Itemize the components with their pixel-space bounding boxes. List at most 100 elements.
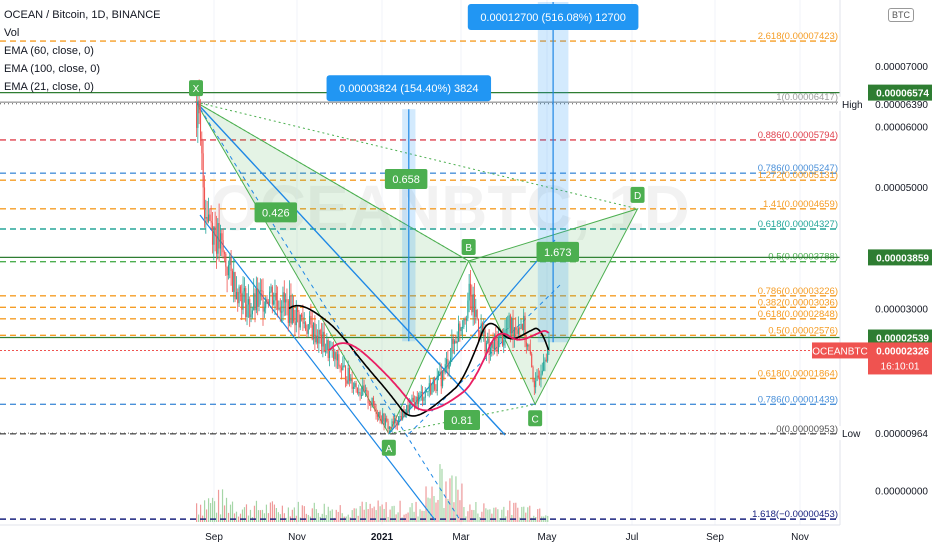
candle-body <box>255 288 257 311</box>
volume-bar <box>419 509 421 522</box>
volume-bar <box>339 505 341 522</box>
candle-body <box>286 299 288 301</box>
volume-bar <box>213 501 216 522</box>
measure-label: 0.00012700 (516.08%) 12700 <box>480 12 626 24</box>
chart-legend: OCEAN / Bitcoin, 1D, BINANCE Vol EMA (60… <box>4 6 161 96</box>
volume-bar <box>485 508 487 522</box>
candle-body <box>287 300 289 323</box>
legend-symbol[interactable]: OCEAN / Bitcoin, 1D, BINANCE <box>4 9 161 21</box>
volume-bar <box>337 511 339 522</box>
candle-body <box>217 223 219 254</box>
volume-bar <box>245 504 248 522</box>
candle-body <box>291 307 293 324</box>
candle-body <box>423 397 425 401</box>
volume-bar <box>451 475 453 522</box>
candle-body <box>422 392 424 401</box>
volume-bar <box>513 502 515 522</box>
legend-ema-21[interactable]: EMA (21, close, 0) <box>4 81 94 93</box>
volume-bar <box>265 504 268 522</box>
volume-bar <box>311 508 313 522</box>
candles <box>196 79 550 434</box>
volume-bar <box>413 511 415 522</box>
volume-bar <box>269 502 272 522</box>
candle-body <box>283 292 285 303</box>
candle-body <box>545 359 547 361</box>
volume-bar <box>317 512 319 522</box>
pattern-point-c-bg <box>528 410 543 427</box>
candle-body <box>537 375 539 378</box>
candle-body <box>344 365 347 381</box>
candle-body <box>420 392 422 394</box>
candle-body <box>440 371 442 387</box>
candle-body <box>442 371 444 387</box>
candle-body <box>406 405 408 414</box>
candle-body <box>222 240 224 253</box>
volume-bar <box>481 511 483 522</box>
candle-body <box>430 383 432 395</box>
candle-body <box>360 395 363 397</box>
y-tick-label: 0.00000000 <box>875 487 928 498</box>
volume-bar <box>229 504 232 522</box>
volume-bar <box>399 500 401 522</box>
ratio-label-bg <box>254 202 298 223</box>
pattern-point-x: X <box>193 84 200 95</box>
candle-body <box>267 301 269 304</box>
x-tick-label: Nov <box>791 532 809 543</box>
y-tick-label: 0.00003000 <box>875 305 928 316</box>
volume-bar <box>357 515 359 522</box>
candle-body <box>380 419 382 422</box>
candle-body <box>219 233 222 249</box>
candle-body <box>251 310 253 315</box>
harmonic-pattern <box>194 100 639 435</box>
volume-bar <box>323 503 325 522</box>
legend-ema-60[interactable]: EMA (60, close, 0) <box>4 45 94 57</box>
currency-badge[interactable]: BTC <box>888 8 914 22</box>
candle-body <box>366 390 368 392</box>
y-tick-label: 0.00005000 <box>875 183 928 194</box>
ratio-label: 0.658 <box>392 174 420 186</box>
candle-body <box>497 337 500 353</box>
legend-volume[interactable]: Vol <box>4 27 20 39</box>
fib-level-label: 0.618(0.00004327) <box>758 219 838 230</box>
volume-bar <box>429 498 431 522</box>
volume-bar <box>209 503 212 522</box>
volume-bar <box>449 478 451 522</box>
volume-bar <box>321 513 323 522</box>
volume-bar <box>415 501 417 522</box>
candle-body <box>289 295 291 323</box>
volume-bar <box>397 512 399 522</box>
candle-body <box>471 294 473 313</box>
measure-label-bg <box>467 4 639 30</box>
volume-bar <box>393 505 395 522</box>
volume-bar <box>385 502 387 522</box>
candle-body <box>375 408 377 414</box>
volume-bar <box>211 497 214 522</box>
candle-body <box>234 272 236 300</box>
candle-body <box>356 387 359 393</box>
volume-bar <box>431 486 433 522</box>
volume-bar <box>345 516 347 522</box>
candle-body <box>378 412 380 417</box>
pattern-point-d-bg <box>630 186 645 203</box>
candle-body <box>326 340 328 351</box>
candle-body <box>540 373 542 380</box>
volume-bar <box>267 513 270 522</box>
candle-body <box>301 314 303 318</box>
volume-bar <box>247 515 250 522</box>
candle-body <box>207 214 210 222</box>
candle-body <box>350 378 352 382</box>
candle-body <box>508 315 510 328</box>
candle-body <box>432 379 434 385</box>
candle-body <box>332 347 335 360</box>
fib-level-label: 0(0.00000953) <box>776 424 838 435</box>
volume-bar <box>353 508 355 522</box>
candle-body <box>439 371 441 373</box>
candle-body <box>203 187 206 219</box>
candle-body <box>364 390 367 392</box>
candle-body <box>226 266 228 276</box>
legend-ema-100[interactable]: EMA (100, close, 0) <box>4 63 100 75</box>
candle-body <box>352 386 355 389</box>
candle-body <box>404 413 406 418</box>
x-tick-label: Nov <box>288 532 306 543</box>
